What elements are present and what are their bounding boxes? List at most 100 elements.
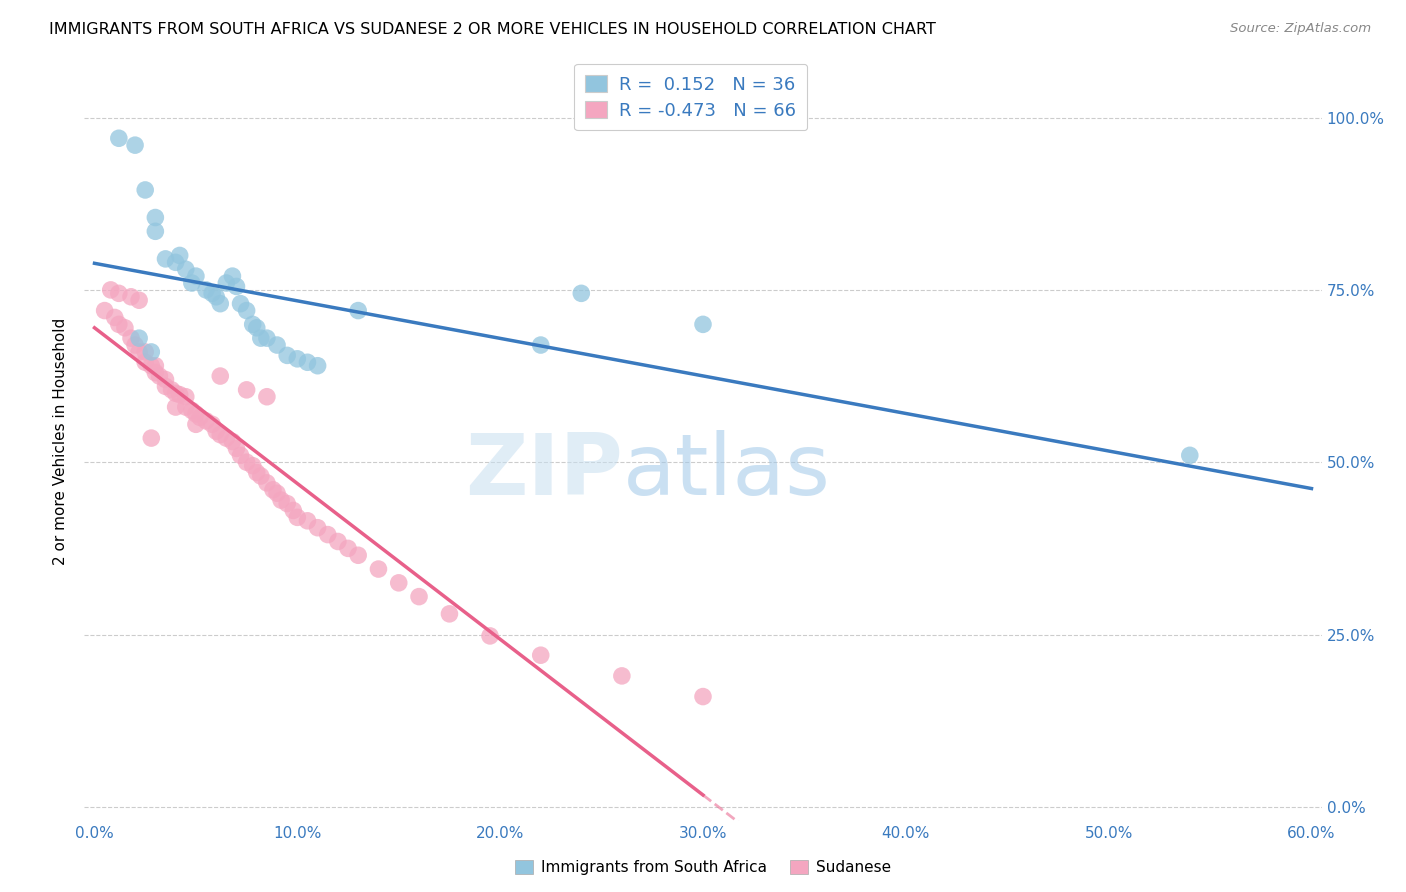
Point [225, 442, 247, 456]
Point [169, 387, 191, 401]
Point [479, 629, 502, 643]
Point [215, 276, 238, 290]
Point [155, 252, 177, 266]
Point [285, 510, 308, 524]
Point [141, 345, 163, 359]
Point [388, 575, 411, 590]
Point [180, 276, 202, 290]
Point [93, 303, 115, 318]
Point [242, 318, 264, 332]
Point [141, 359, 163, 373]
Point [347, 303, 370, 318]
Point [209, 369, 232, 384]
Point [285, 351, 308, 366]
Point [256, 475, 278, 490]
Point [221, 434, 243, 449]
Point [297, 355, 319, 369]
Y-axis label: 2 or more Vehicles in Household: 2 or more Vehicles in Household [53, 318, 69, 566]
Point [148, 369, 170, 384]
Point [221, 269, 243, 284]
Point [134, 355, 156, 369]
Point [316, 527, 339, 541]
Point [165, 386, 187, 401]
Text: ZIP: ZIP [465, 430, 623, 514]
Legend: Immigrants from South Africa, Sudanese: Immigrants from South Africa, Sudanese [509, 854, 897, 881]
Point [250, 469, 273, 483]
Point [209, 427, 232, 442]
Point [235, 383, 257, 397]
Point [270, 493, 292, 508]
Point [108, 318, 131, 332]
Point [165, 400, 187, 414]
Point [184, 269, 207, 284]
Point [307, 521, 329, 535]
Point [229, 448, 252, 462]
Point [134, 183, 156, 197]
Point [215, 431, 238, 445]
Point [569, 286, 592, 301]
Point [242, 458, 264, 473]
Point [610, 669, 633, 683]
Point [266, 338, 288, 352]
Point [141, 431, 163, 445]
Point [155, 379, 177, 393]
Point [143, 224, 166, 238]
Point [256, 331, 278, 345]
Point [160, 383, 183, 397]
Point [108, 131, 131, 145]
Point [235, 455, 257, 469]
Point [283, 503, 305, 517]
Point [1178, 448, 1201, 462]
Point [100, 283, 122, 297]
Point [134, 345, 156, 359]
Point [184, 407, 207, 421]
Point [174, 400, 197, 414]
Point [128, 331, 150, 345]
Point [235, 303, 257, 318]
Point [246, 466, 269, 480]
Point [262, 483, 284, 497]
Point [201, 417, 224, 432]
Point [256, 390, 278, 404]
Point [347, 548, 370, 563]
Point [184, 417, 207, 432]
Point [143, 366, 166, 380]
Point [155, 372, 177, 386]
Point [174, 262, 197, 277]
Point [297, 514, 319, 528]
Point [266, 486, 288, 500]
Point [114, 321, 136, 335]
Point [225, 279, 247, 293]
Point [209, 296, 232, 310]
Point [143, 359, 166, 373]
Point [108, 286, 131, 301]
Point [128, 345, 150, 359]
Point [174, 390, 197, 404]
Point [337, 541, 360, 556]
Point [143, 211, 166, 225]
Point [169, 248, 191, 262]
Point [326, 534, 349, 549]
Text: Source: ZipAtlas.com: Source: ZipAtlas.com [1230, 22, 1371, 36]
Point [124, 338, 146, 352]
Point [120, 290, 142, 304]
Point [104, 310, 127, 325]
Point [120, 331, 142, 345]
Point [124, 138, 146, 153]
Point [180, 403, 202, 417]
Point [307, 359, 329, 373]
Point [201, 286, 224, 301]
Point [128, 293, 150, 308]
Point [250, 331, 273, 345]
Text: IMMIGRANTS FROM SOUTH AFRICA VS SUDANESE 2 OR MORE VEHICLES IN HOUSEHOLD CORRELA: IMMIGRANTS FROM SOUTH AFRICA VS SUDANESE… [49, 22, 936, 37]
Text: atlas: atlas [623, 430, 831, 514]
Point [276, 497, 298, 511]
Point [692, 318, 714, 332]
Point [246, 321, 269, 335]
Point [229, 296, 252, 310]
Point [188, 410, 211, 425]
Point [205, 424, 228, 438]
Point [165, 255, 187, 269]
Point [195, 414, 218, 428]
Point [530, 648, 553, 663]
